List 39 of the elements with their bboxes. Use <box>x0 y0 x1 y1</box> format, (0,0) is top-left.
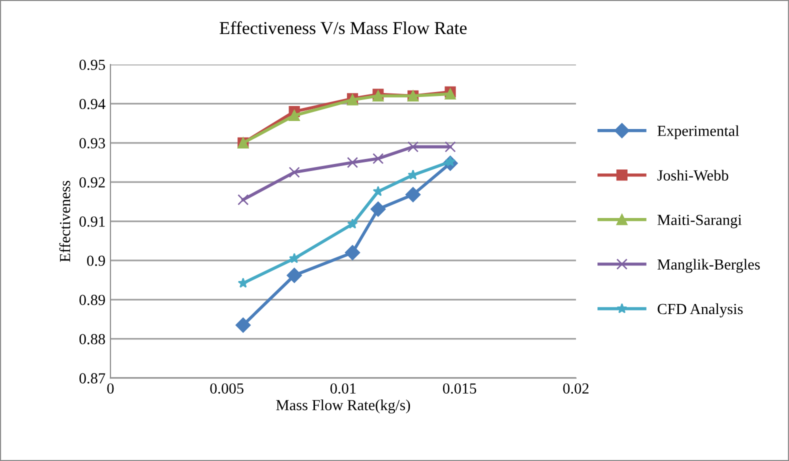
point <box>370 202 386 217</box>
y-tick-label: 0.95 <box>79 60 105 70</box>
point <box>344 245 360 260</box>
y-tick-label: 0.94 <box>79 98 106 110</box>
point <box>238 278 248 288</box>
legend-label: Experimental <box>658 125 740 140</box>
point <box>407 141 419 152</box>
point <box>347 218 358 229</box>
legend-label: CFD Analysis <box>658 303 743 318</box>
point <box>346 156 358 168</box>
y-tick-label: 0.89 <box>79 294 105 306</box>
y-axis-title: Effectiveness <box>59 180 70 262</box>
point <box>286 268 302 283</box>
x-axis-title: Mass Flow Rate(kg/s) <box>276 400 410 414</box>
x-tick-label: 0 <box>107 383 114 394</box>
point <box>408 169 418 180</box>
point <box>405 187 421 202</box>
y-tick-label: 0.91 <box>79 216 105 227</box>
point <box>288 110 300 122</box>
chart-title: Effectiveness V/s Mass Flow Rate <box>220 21 467 34</box>
y-tick-label: 0.88 <box>79 334 106 344</box>
point <box>236 318 251 333</box>
x-tick-label: 0.02 <box>563 383 588 394</box>
legend-label: Joshi-Webb <box>657 170 728 181</box>
x-tick-label: 0.005 <box>210 383 244 394</box>
legend-label: Maiti-Sarangi <box>658 214 742 228</box>
y-tick-label: 0.93 <box>79 138 105 148</box>
point <box>372 153 384 164</box>
y-tick-label: 0.9 <box>87 256 105 266</box>
x-tick-label: 0.015 <box>442 383 476 394</box>
point <box>238 194 249 206</box>
y-tick-label: 0.92 <box>79 177 105 188</box>
point <box>288 166 300 178</box>
legend-label: Manglik-Bergles <box>658 258 760 273</box>
point <box>444 141 456 152</box>
point <box>289 252 300 264</box>
x-tick-label: 0.01 <box>330 383 356 394</box>
point <box>372 186 384 196</box>
y-tick-label: 0.87 <box>79 373 106 384</box>
